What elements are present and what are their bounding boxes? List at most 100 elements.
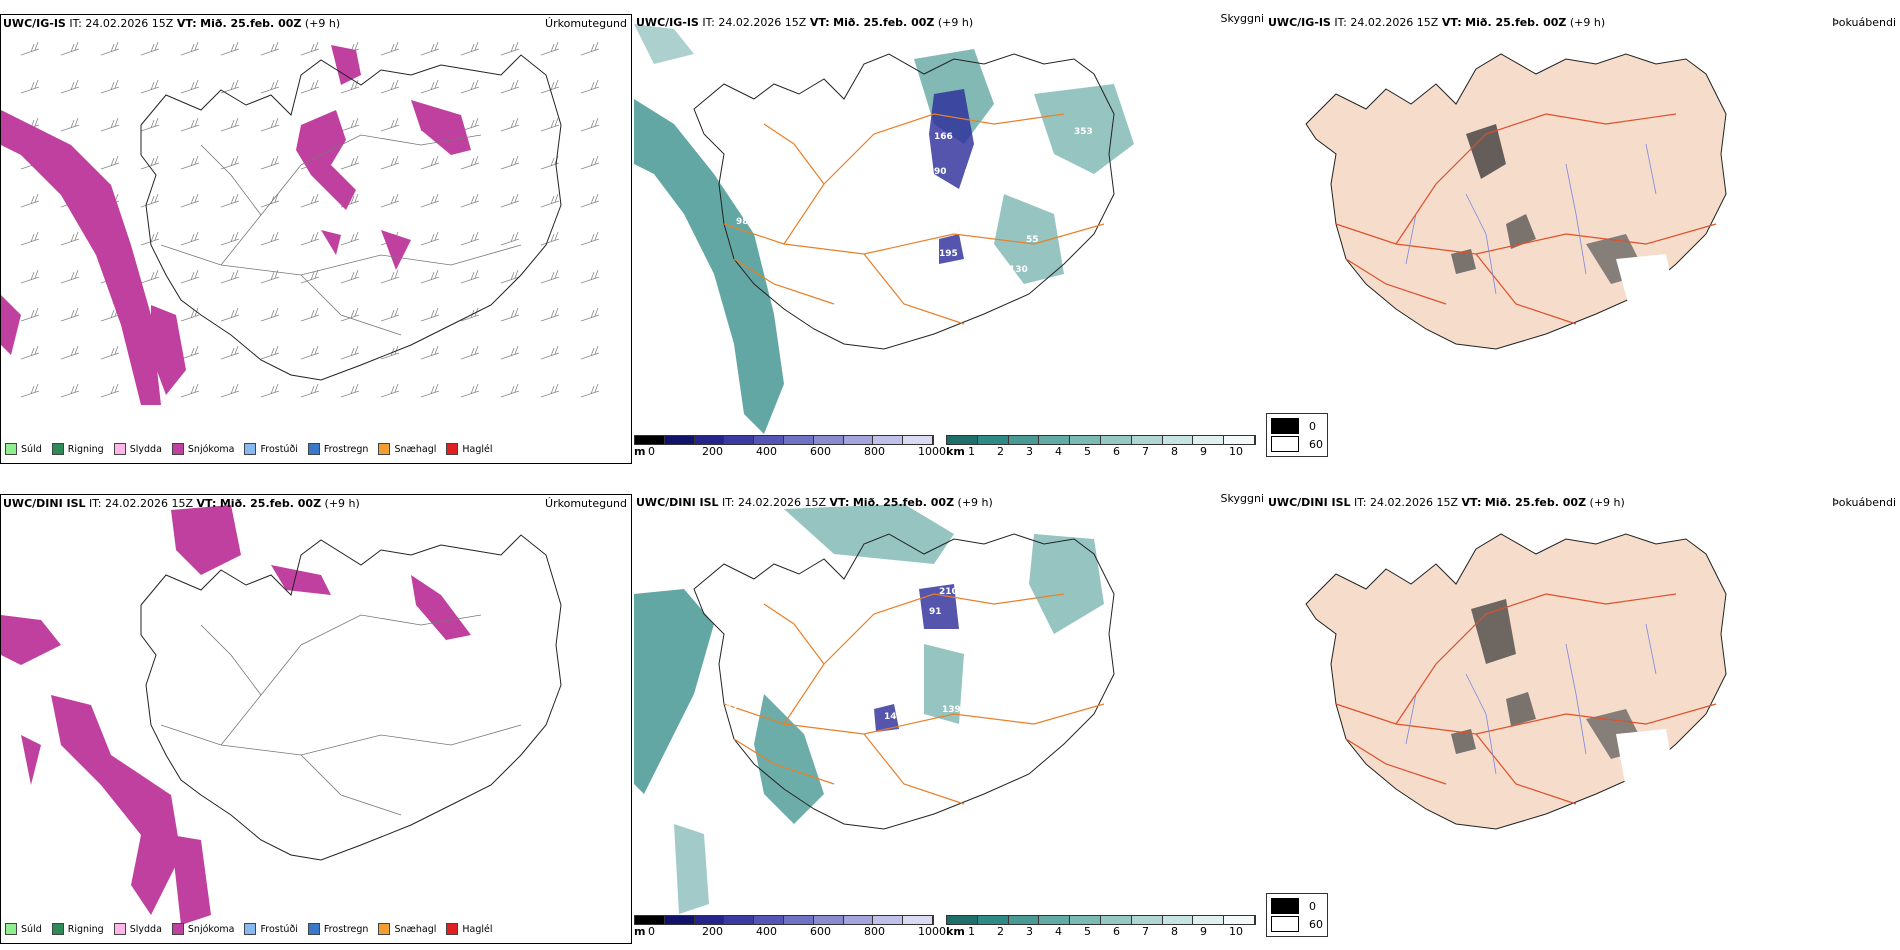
iceland-outline (693, 53, 1115, 350)
wind-barb (580, 193, 600, 208)
scale-tick: 7 (1142, 925, 1149, 938)
wind-barb (460, 383, 480, 398)
legend-item: Frostúði (244, 443, 298, 455)
scale-cell (873, 916, 904, 924)
cloud-base-label: 149 (956, 192, 975, 202)
scale-cell (1193, 916, 1225, 924)
wind-barb (100, 117, 120, 132)
scale-cell (903, 436, 933, 444)
snow-area (21, 735, 41, 785)
cloud-base-label: 227 (1019, 727, 1038, 737)
scale-cell (694, 436, 725, 444)
cloud-base-label: 55 (1026, 235, 1039, 245)
legend-item: Rigning (51, 923, 104, 935)
wind-barb (140, 193, 160, 208)
wind-barb (340, 79, 360, 94)
scale-cell (724, 916, 755, 924)
wind-barb (420, 269, 440, 284)
panel-title: Þokuábendi (1832, 16, 1896, 29)
legend-swatch (171, 923, 184, 935)
iceland-outline (693, 533, 1115, 830)
wind-barb (540, 307, 560, 322)
scale-cell (1131, 916, 1163, 924)
scale-cell (724, 436, 755, 444)
wind-barb (340, 269, 360, 284)
panel-title: Skyggni (1220, 494, 1264, 505)
wind-barb (540, 383, 560, 398)
scale-cell (635, 436, 665, 444)
wind-barb (300, 383, 320, 398)
wind-barb (340, 383, 360, 398)
wind-barb (220, 117, 240, 132)
scale-tick: 10 (1229, 925, 1243, 938)
legend-swatch (307, 923, 320, 935)
cloud-base-labels: 166 90 154 149 981 195 55 130 353 140 136 (736, 127, 1093, 392)
scale-cell (1008, 916, 1040, 924)
fog-area (1506, 214, 1536, 249)
scale-tick: 9 (1200, 445, 1207, 458)
scale-tick: 9 (1200, 925, 1207, 938)
cloud-area (1029, 534, 1104, 634)
panel-header: UWC/IG-IS IT: 24.02.2026 15Z VT: Mið. 25… (1268, 16, 1606, 29)
scale-tick: 200 (702, 925, 723, 938)
cloud-base-label: 86 (949, 639, 962, 649)
wind-barb (300, 269, 320, 284)
fog-legend-swatch (1271, 898, 1299, 914)
wind-barb (220, 231, 240, 246)
scale-cell (1131, 436, 1163, 444)
scale-unit: km (946, 445, 965, 458)
ceiling-scale: m 0 200 400 600 800 1000 (634, 915, 946, 939)
wind-barb (460, 193, 480, 208)
wind-barb (60, 79, 80, 94)
ceiling-scale: m 0 200 400 600 800 1000 (634, 435, 946, 459)
wind-barb (180, 155, 200, 170)
wind-barb (220, 155, 240, 170)
snow-area (171, 835, 211, 925)
river-network (1405, 623, 1657, 775)
wind-barb (580, 155, 600, 170)
scale-tick: 200 (702, 445, 723, 458)
cloud-base-label: 166 (934, 132, 953, 142)
scale-cell (664, 916, 695, 924)
fog-legend-swatch (1271, 418, 1299, 434)
legend-item: Frostúði (244, 923, 298, 935)
panel-header: UWC/IG-IS IT: 24.02.2026 15Z VT: Mið. 25… (636, 16, 974, 29)
cloud-area (784, 504, 954, 564)
wind-barb (260, 79, 280, 94)
wind-barb (20, 307, 40, 322)
cloud-area (994, 194, 1064, 284)
cloud-panel-row2: UWC/DINI ISL IT: 24.02.2026 15Z VT: Mið.… (634, 494, 1264, 950)
iceland-outline (140, 534, 562, 861)
snow-area (381, 230, 411, 270)
scale-cell (664, 436, 695, 444)
scale-cell (1162, 436, 1194, 444)
scale-tick: 3 (1026, 445, 1033, 458)
wind-barb (340, 345, 360, 360)
scale-tick: 2 (997, 445, 1004, 458)
cloud-base-label: 140 (942, 377, 961, 387)
scale-cell (873, 436, 904, 444)
scale-cell (694, 916, 725, 924)
scale-cell (843, 436, 874, 444)
wind-barb (580, 79, 600, 94)
scale-cell (783, 436, 814, 444)
cloud-base-labels: 210 91 109 86 149 148 139 355 227 797 (719, 587, 1053, 822)
wind-barb (460, 155, 480, 170)
wind-barb (340, 155, 360, 170)
scale-tick: 1 (968, 925, 975, 938)
cloud-base-label: 981 (736, 217, 755, 227)
scale-tick: 6 (1113, 445, 1120, 458)
road-network (1335, 113, 1717, 325)
wind-barb (500, 155, 520, 170)
fog-area (1451, 729, 1476, 754)
scale-tick: 1000 (918, 925, 946, 938)
cloud-area (674, 824, 709, 914)
wind-barb (260, 307, 280, 322)
legend-label: Frostregn (323, 923, 369, 935)
road-network (723, 113, 1105, 325)
scale-cell (813, 436, 844, 444)
cloud-map: 166 90 154 149 981 195 55 130 353 140 136 (634, 24, 1134, 434)
legend-label: Rigning (67, 923, 104, 935)
wind-barb (420, 307, 440, 322)
lowcloud-area (929, 89, 974, 189)
